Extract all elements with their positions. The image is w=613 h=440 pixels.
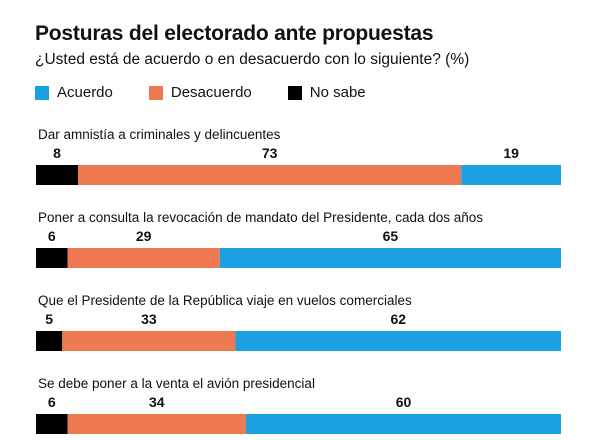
bar-segment-desacuerdo <box>67 248 220 268</box>
legend-label-acuerdo: Acuerdo <box>57 84 113 101</box>
chart-subtitle: ¿Usted está de acuerdo o en desacuerdo c… <box>35 51 470 68</box>
legend: Acuerdo Desacuerdo No sabe <box>35 84 402 101</box>
bar-segment-acuerdo <box>219 248 561 268</box>
bar-segment-desacuerdo <box>62 331 236 351</box>
value-label-acuerdo: 19 <box>503 145 519 161</box>
chart-title: Posturas del electorado ante propuestas <box>35 22 434 45</box>
legend-swatch-acuerdo <box>35 85 49 100</box>
value-label-acuerdo: 65 <box>383 228 399 244</box>
bar-segment-no-sabe <box>36 331 63 351</box>
value-label-no-sabe: 6 <box>48 228 56 244</box>
value-label-no-sabe: 5 <box>45 311 53 327</box>
category-label: Dar amnistía a criminales y delincuentes <box>38 127 281 142</box>
bar-segment-acuerdo <box>461 165 561 185</box>
bar-segment-no-sabe <box>36 414 68 434</box>
legend-label-desacuerdo: Desacuerdo <box>170 84 252 101</box>
value-label-desacuerdo: 29 <box>136 228 152 244</box>
category-label: Poner a consulta la revocación de mandat… <box>38 210 483 225</box>
category-label: Se debe poner a la venta el avión presid… <box>38 376 315 391</box>
legend-item-desacuerdo: Desacuerdo <box>148 84 252 101</box>
legend-item-acuerdo: Acuerdo <box>35 84 113 101</box>
bar-segment-desacuerdo <box>67 414 246 434</box>
value-label-no-sabe: 6 <box>48 394 56 410</box>
bar-segment-desacuerdo <box>78 165 462 185</box>
legend-swatch-desacuerdo <box>148 85 163 100</box>
legend-label-no-sabe: No sabe <box>309 84 366 101</box>
legend-item-no-sabe: No sabe <box>287 84 366 101</box>
legend-swatch-no-sabe <box>287 85 302 100</box>
value-label-acuerdo: 62 <box>390 311 406 327</box>
value-label-desacuerdo: 33 <box>141 311 157 327</box>
value-label-desacuerdo: 34 <box>149 394 165 410</box>
category-label: Que el Presidente de la República viaje … <box>38 293 412 308</box>
value-label-desacuerdo: 73 <box>262 145 278 161</box>
bar-segment-no-sabe <box>36 165 78 185</box>
value-label-no-sabe: 8 <box>53 145 61 161</box>
value-label-acuerdo: 60 <box>396 394 412 410</box>
bar-segment-acuerdo <box>246 414 561 434</box>
bar-segment-no-sabe <box>36 248 68 268</box>
bar-segment-acuerdo <box>235 331 561 351</box>
